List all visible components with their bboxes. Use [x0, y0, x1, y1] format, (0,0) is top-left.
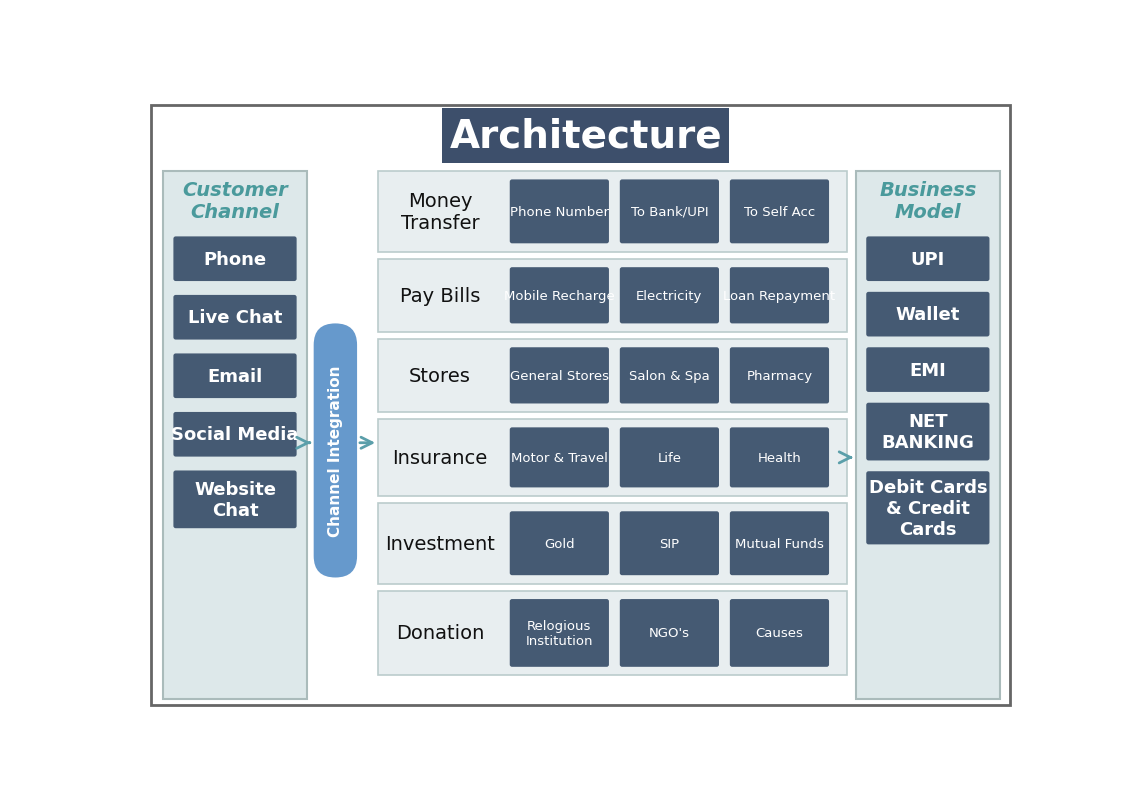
- Text: Customer
Channel: Customer Channel: [182, 181, 288, 222]
- Text: Live Chat: Live Chat: [188, 309, 282, 327]
- FancyBboxPatch shape: [620, 512, 719, 576]
- Bar: [378, 259, 846, 332]
- FancyBboxPatch shape: [730, 348, 829, 404]
- Text: Relogious
Institution: Relogious Institution: [526, 619, 593, 647]
- FancyBboxPatch shape: [510, 180, 608, 244]
- Bar: [378, 503, 846, 584]
- FancyBboxPatch shape: [173, 237, 297, 282]
- FancyBboxPatch shape: [730, 180, 829, 244]
- FancyBboxPatch shape: [510, 599, 608, 667]
- Text: Business
Model: Business Model: [879, 181, 977, 222]
- FancyBboxPatch shape: [173, 354, 297, 398]
- Text: Mutual Funds: Mutual Funds: [735, 537, 824, 550]
- FancyBboxPatch shape: [867, 471, 989, 544]
- FancyBboxPatch shape: [620, 599, 719, 667]
- Text: General Stores: General Stores: [510, 369, 608, 382]
- Text: Electricity: Electricity: [637, 289, 702, 303]
- Bar: [378, 419, 846, 496]
- Bar: [378, 340, 846, 413]
- Text: Pay Bills: Pay Bills: [400, 287, 480, 305]
- FancyBboxPatch shape: [510, 348, 608, 404]
- Text: Health: Health: [758, 451, 801, 464]
- Text: Money
Transfer: Money Transfer: [401, 192, 479, 233]
- Text: EMI: EMI: [910, 361, 946, 379]
- Text: Architecture: Architecture: [450, 117, 722, 155]
- Bar: [378, 172, 846, 252]
- Text: Investment: Investment: [385, 534, 495, 553]
- FancyBboxPatch shape: [173, 296, 297, 340]
- FancyBboxPatch shape: [510, 512, 608, 576]
- FancyBboxPatch shape: [314, 324, 357, 578]
- FancyBboxPatch shape: [510, 268, 608, 324]
- FancyBboxPatch shape: [867, 237, 989, 282]
- Bar: [163, 172, 307, 699]
- FancyBboxPatch shape: [730, 512, 829, 576]
- Text: NET
BANKING: NET BANKING: [881, 413, 974, 451]
- Text: Social Media: Social Media: [171, 426, 299, 444]
- Text: Phone Number: Phone Number: [510, 206, 608, 218]
- FancyBboxPatch shape: [730, 268, 829, 324]
- Text: Debit Cards
& Credit
Cards: Debit Cards & Credit Cards: [869, 479, 987, 538]
- Text: Motor & Travel: Motor & Travel: [511, 451, 607, 464]
- Text: Causes: Causes: [756, 626, 803, 640]
- Text: Life: Life: [657, 451, 681, 464]
- FancyBboxPatch shape: [620, 428, 719, 487]
- FancyBboxPatch shape: [730, 428, 829, 487]
- Text: Salon & Spa: Salon & Spa: [629, 369, 709, 382]
- Text: Stores: Stores: [409, 366, 471, 385]
- Bar: [442, 108, 729, 164]
- FancyBboxPatch shape: [620, 180, 719, 244]
- Text: Phone: Phone: [204, 251, 266, 268]
- Text: Insurance: Insurance: [392, 448, 487, 467]
- FancyBboxPatch shape: [620, 348, 719, 404]
- FancyBboxPatch shape: [730, 599, 829, 667]
- Bar: [857, 172, 999, 699]
- Text: Donation: Donation: [395, 624, 484, 642]
- FancyBboxPatch shape: [173, 471, 297, 528]
- Text: Channel Integration: Channel Integration: [327, 365, 343, 536]
- Text: Wallet: Wallet: [896, 306, 960, 324]
- FancyBboxPatch shape: [510, 428, 608, 487]
- Bar: [378, 591, 846, 675]
- Text: NGO's: NGO's: [649, 626, 690, 640]
- FancyBboxPatch shape: [620, 268, 719, 324]
- FancyBboxPatch shape: [867, 292, 989, 337]
- Text: Website
Chat: Website Chat: [194, 480, 276, 519]
- Text: Loan Repayment: Loan Repayment: [723, 289, 835, 303]
- Text: Pharmacy: Pharmacy: [747, 369, 812, 382]
- Text: Mobile Recharge: Mobile Recharge: [504, 289, 615, 303]
- FancyBboxPatch shape: [867, 403, 989, 461]
- FancyBboxPatch shape: [173, 413, 297, 457]
- Text: Email: Email: [207, 367, 263, 385]
- Text: UPI: UPI: [911, 251, 945, 268]
- Text: To Bank/UPI: To Bank/UPI: [631, 206, 708, 218]
- Text: Gold: Gold: [544, 537, 574, 550]
- Text: SIP: SIP: [659, 537, 680, 550]
- FancyBboxPatch shape: [867, 348, 989, 393]
- Text: To Self Acc: To Self Acc: [744, 206, 815, 218]
